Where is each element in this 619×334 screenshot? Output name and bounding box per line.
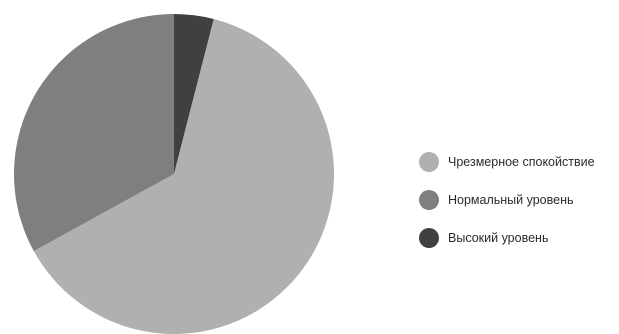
legend-swatch <box>419 190 439 210</box>
legend: Чрезмерное спокойствие Нормальный уровен… <box>419 152 619 266</box>
pie-slice <box>174 14 214 174</box>
pie-slice <box>33 19 334 334</box>
pie-slice <box>13 14 174 252</box>
legend-item: Высокий уровень <box>419 228 619 248</box>
legend-swatch <box>419 228 439 248</box>
legend-label: Нормальный уровень <box>448 193 574 207</box>
legend-item: Нормальный уровень <box>419 190 619 210</box>
legend-swatch <box>419 152 439 172</box>
legend-label: Высокий уровень <box>448 231 549 245</box>
pie-plot <box>13 14 334 334</box>
legend-label: Чрезмерное спокойствие <box>448 155 595 169</box>
legend-item: Чрезмерное спокойствие <box>419 152 619 172</box>
